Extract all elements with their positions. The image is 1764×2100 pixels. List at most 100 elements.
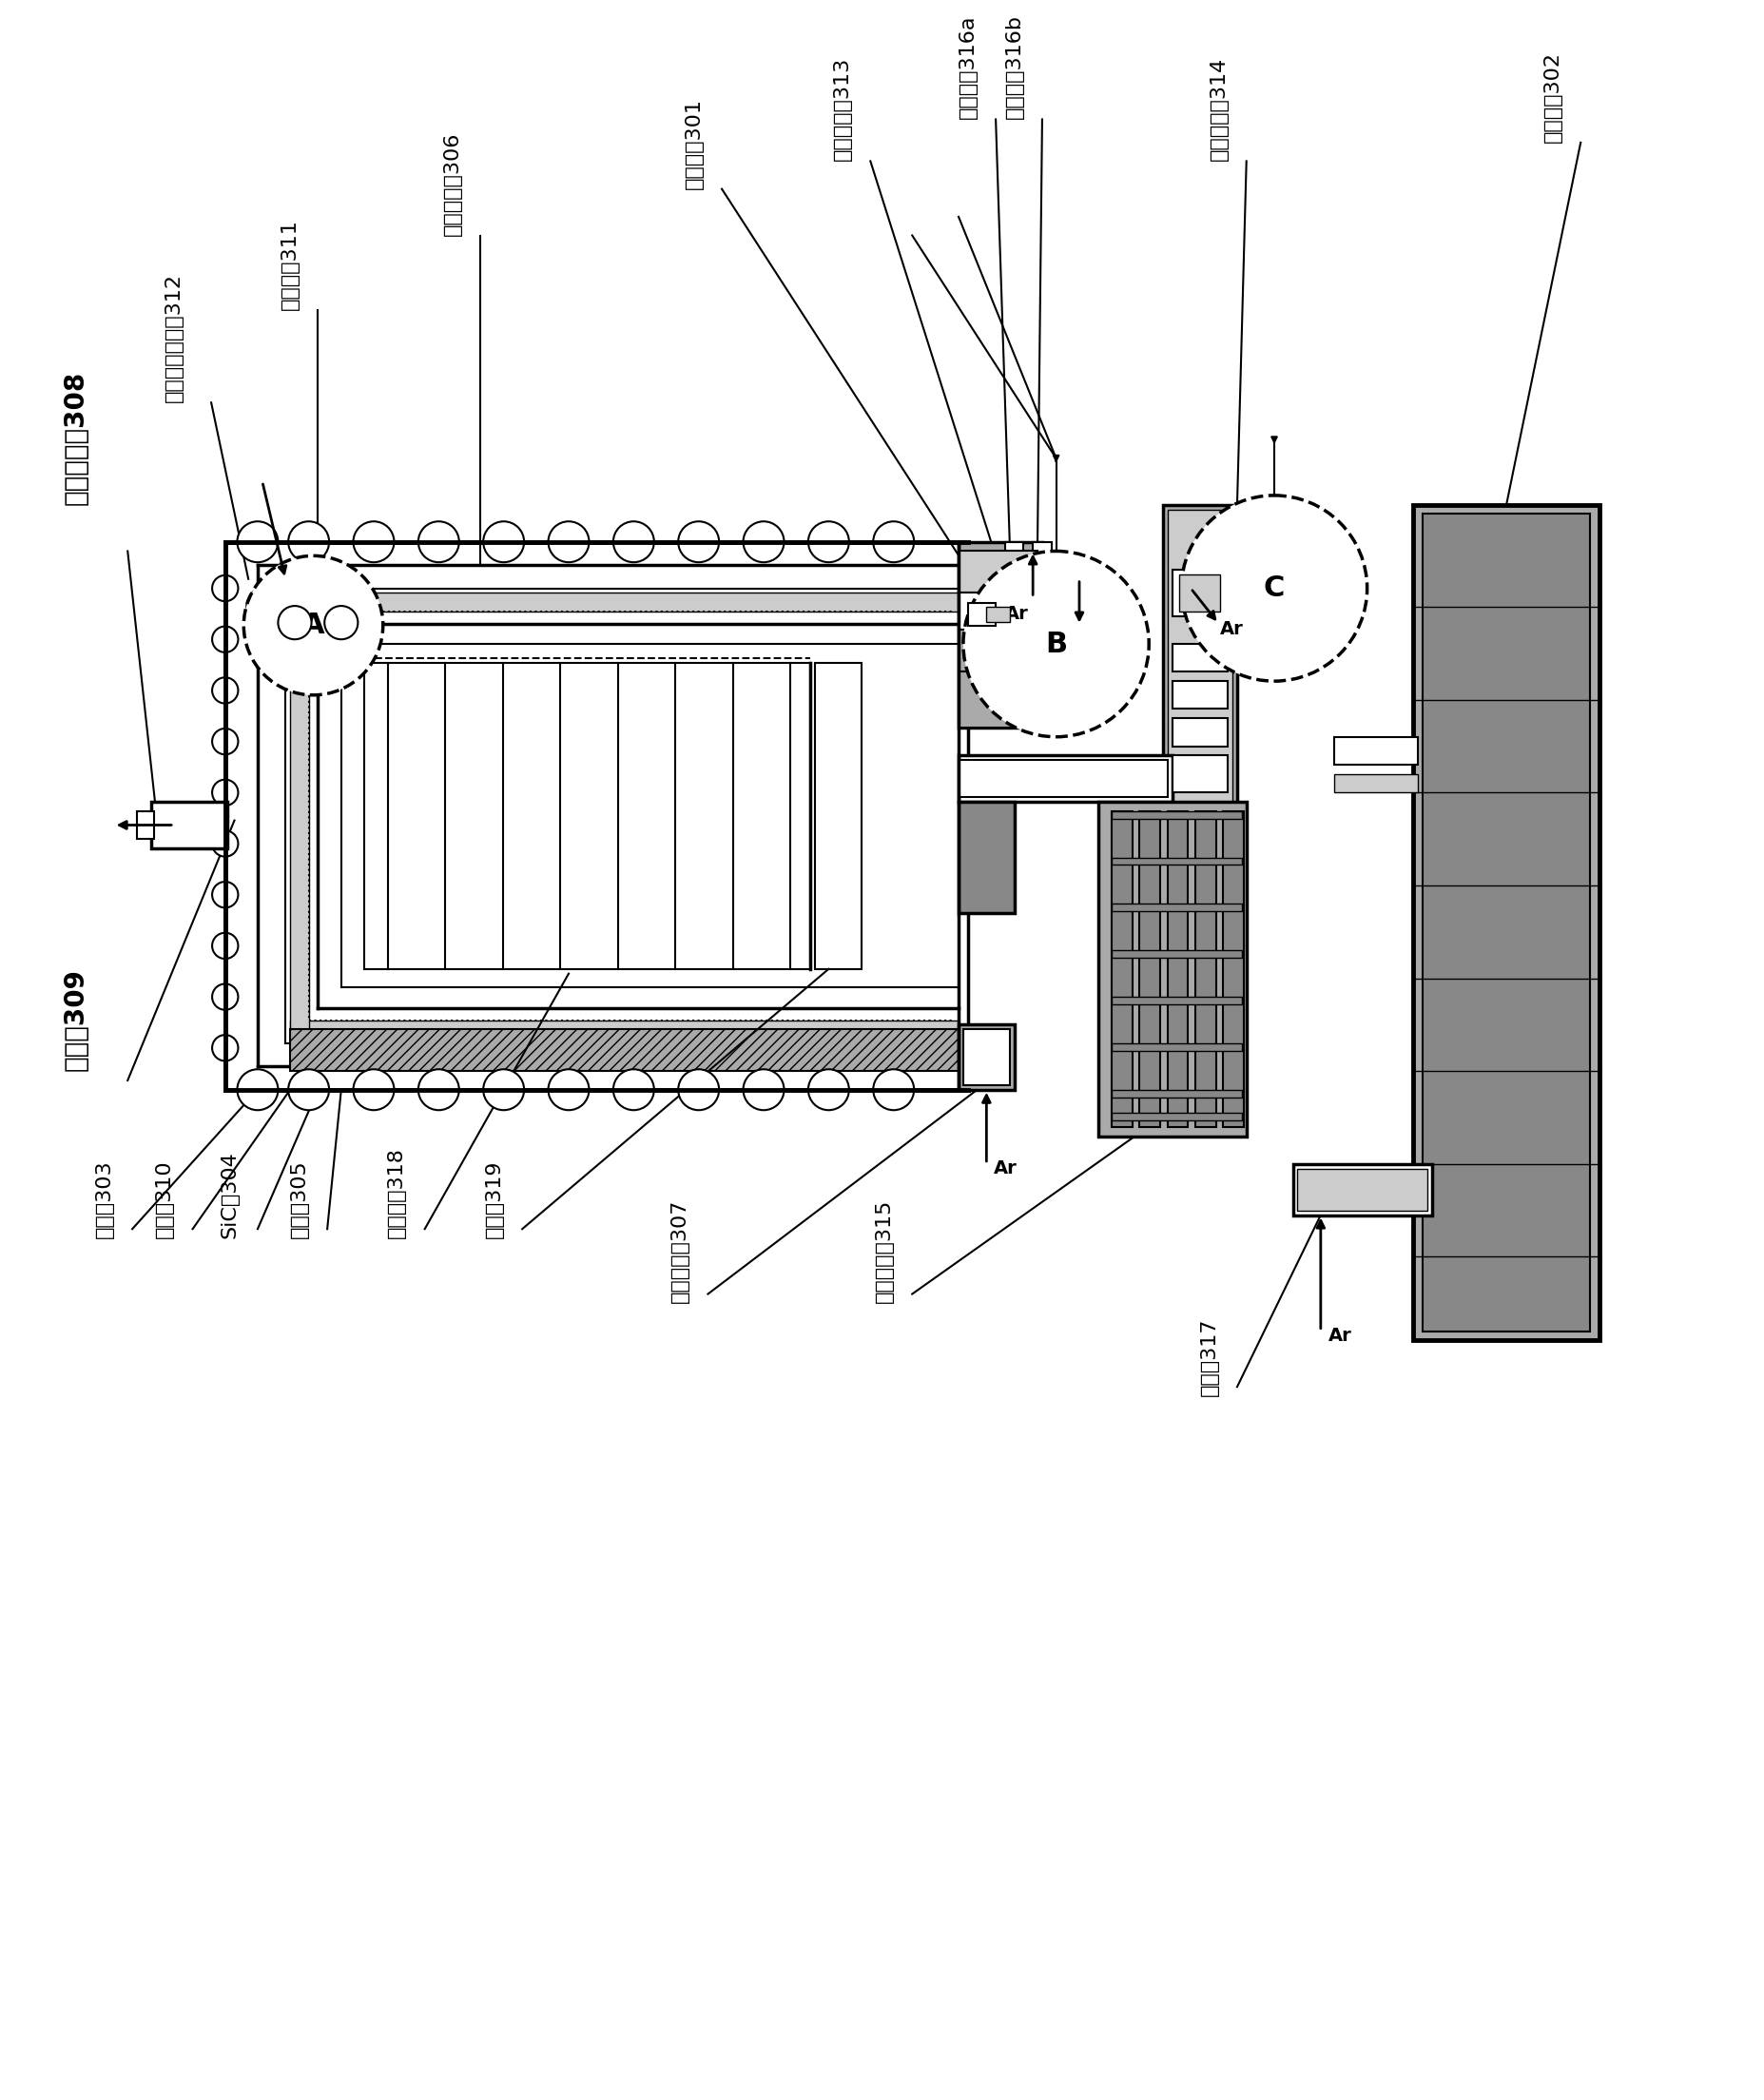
Circle shape bbox=[549, 1069, 589, 1111]
Bar bbox=[967, 603, 995, 626]
Text: Ar: Ar bbox=[1219, 620, 1244, 638]
Text: 下部设置302: 下部设置302 bbox=[1544, 50, 1561, 143]
Bar bbox=[815, 664, 861, 968]
Bar bbox=[1171, 645, 1228, 672]
Bar bbox=[1413, 504, 1598, 1340]
Circle shape bbox=[212, 626, 238, 653]
Text: 中空郣309: 中空郣309 bbox=[64, 968, 90, 1071]
Circle shape bbox=[1180, 496, 1367, 680]
Bar bbox=[1293, 1163, 1431, 1216]
Text: Ar: Ar bbox=[1004, 605, 1028, 624]
Circle shape bbox=[873, 521, 914, 563]
Bar bbox=[1111, 1090, 1242, 1096]
Circle shape bbox=[612, 1069, 654, 1111]
Bar bbox=[150, 802, 228, 848]
Circle shape bbox=[212, 832, 238, 857]
Circle shape bbox=[288, 521, 328, 563]
Bar bbox=[1097, 802, 1245, 1136]
Bar bbox=[958, 672, 1023, 727]
Circle shape bbox=[483, 1069, 524, 1111]
Circle shape bbox=[743, 521, 783, 563]
Bar bbox=[963, 1029, 1009, 1086]
Bar bbox=[1194, 811, 1215, 1128]
Circle shape bbox=[243, 556, 383, 695]
Bar bbox=[958, 592, 1041, 630]
Circle shape bbox=[612, 521, 654, 563]
Bar bbox=[1178, 573, 1219, 611]
Bar bbox=[1222, 811, 1244, 1128]
Circle shape bbox=[212, 575, 238, 601]
Bar bbox=[1111, 998, 1242, 1004]
Bar bbox=[1111, 857, 1242, 865]
Text: Ar: Ar bbox=[993, 1159, 1016, 1178]
Circle shape bbox=[873, 1069, 914, 1111]
Circle shape bbox=[743, 1069, 783, 1111]
Circle shape bbox=[418, 521, 459, 563]
Circle shape bbox=[236, 1069, 279, 1111]
Text: 加工晶片318: 加工晶片318 bbox=[386, 1147, 406, 1239]
Bar bbox=[1140, 811, 1159, 1128]
Text: 外部配管316a: 外部配管316a bbox=[958, 15, 977, 120]
Text: 外在管303: 外在管303 bbox=[95, 1159, 113, 1239]
Text: 气体导入口307: 气体导入口307 bbox=[670, 1199, 690, 1304]
Text: 内在管305: 内在管305 bbox=[289, 1159, 309, 1239]
Text: A: A bbox=[302, 611, 325, 638]
Text: 气体排气路314: 气体排气路314 bbox=[1208, 57, 1228, 162]
Bar bbox=[1171, 569, 1228, 615]
Text: 石英盖317: 石英盖317 bbox=[1200, 1317, 1217, 1396]
Bar bbox=[289, 592, 958, 611]
Text: 晶片定位台306: 晶片定位台306 bbox=[443, 132, 462, 235]
Circle shape bbox=[483, 521, 524, 563]
Circle shape bbox=[353, 1069, 393, 1111]
Text: 气体导入口构件312: 气体导入口构件312 bbox=[164, 273, 183, 403]
Text: SiC管304: SiC管304 bbox=[220, 1151, 238, 1239]
Bar bbox=[1297, 1168, 1427, 1210]
Text: C: C bbox=[1263, 575, 1284, 603]
Bar bbox=[1111, 811, 1242, 819]
Bar bbox=[1171, 756, 1228, 792]
Text: 外部配管316b: 外部配管316b bbox=[1004, 15, 1023, 120]
Circle shape bbox=[212, 932, 238, 960]
Bar bbox=[1111, 903, 1242, 911]
Bar bbox=[958, 760, 1166, 798]
Text: 上部设置301: 上部设置301 bbox=[684, 99, 704, 189]
Circle shape bbox=[236, 521, 279, 563]
Bar bbox=[1334, 737, 1418, 764]
Bar bbox=[1004, 542, 1023, 727]
Circle shape bbox=[212, 729, 238, 754]
Bar bbox=[1166, 811, 1187, 1128]
Text: 伪晶片319: 伪晶片319 bbox=[485, 1159, 503, 1239]
Circle shape bbox=[288, 1069, 328, 1111]
Bar bbox=[138, 811, 153, 840]
Circle shape bbox=[212, 882, 238, 907]
Bar bbox=[1111, 1113, 1242, 1119]
Bar bbox=[289, 592, 309, 1040]
Bar bbox=[958, 542, 1041, 727]
Circle shape bbox=[677, 521, 718, 563]
Bar bbox=[1171, 680, 1228, 710]
Bar bbox=[1032, 542, 1051, 710]
Bar bbox=[1334, 775, 1418, 792]
Bar bbox=[958, 1025, 1014, 1090]
Bar bbox=[289, 1029, 958, 1071]
Circle shape bbox=[808, 521, 848, 563]
Circle shape bbox=[212, 1035, 238, 1061]
Bar bbox=[1166, 510, 1231, 872]
Circle shape bbox=[279, 607, 310, 638]
Circle shape bbox=[212, 678, 238, 704]
Bar bbox=[289, 1021, 958, 1040]
Text: Ar: Ar bbox=[1328, 1327, 1351, 1344]
Circle shape bbox=[325, 607, 358, 638]
Bar bbox=[1171, 718, 1228, 746]
Circle shape bbox=[247, 586, 288, 628]
Bar bbox=[958, 630, 1032, 672]
Circle shape bbox=[808, 1069, 848, 1111]
Circle shape bbox=[963, 550, 1148, 737]
Circle shape bbox=[549, 521, 589, 563]
Bar bbox=[1422, 514, 1589, 1331]
Bar bbox=[958, 756, 1171, 802]
Bar bbox=[986, 607, 1009, 622]
Bar bbox=[958, 802, 1014, 914]
Text: 气体流路311: 气体流路311 bbox=[280, 218, 300, 309]
Circle shape bbox=[353, 521, 393, 563]
